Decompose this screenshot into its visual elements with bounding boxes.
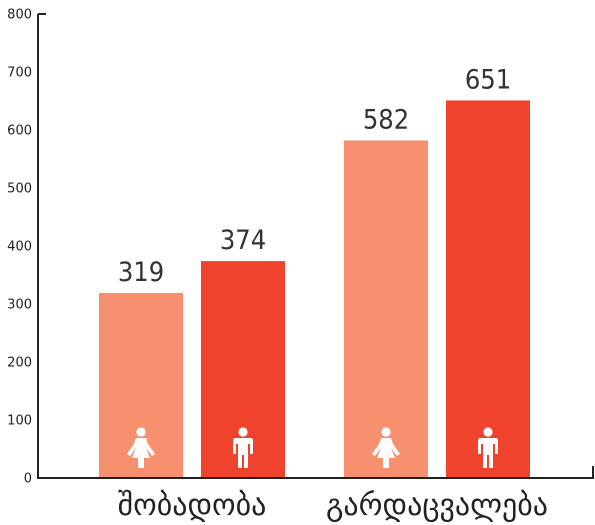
value-label: 582 <box>363 104 409 135</box>
bar <box>446 100 530 479</box>
category-labels: შობადობა გარდაცვალება <box>118 488 548 523</box>
y-tick-label: 600 <box>7 124 32 139</box>
y-tick-label: 800 <box>7 8 32 23</box>
y-tick-label: 400 <box>7 240 32 255</box>
category-label: გარდაცვალება <box>326 488 548 523</box>
bar <box>344 140 428 478</box>
y-axis-ticks: 0 100 200 300 400 500 600 700 800 <box>7 8 32 487</box>
y-tick-label: 300 <box>7 298 32 313</box>
y-tick-label: 0 <box>24 472 32 487</box>
category-label: შობადობა <box>118 488 267 523</box>
y-tick-label: 700 <box>7 66 32 81</box>
bars <box>99 100 530 479</box>
value-label: 374 <box>220 225 266 256</box>
value-label: 651 <box>465 64 511 95</box>
value-labels: 319 374 582 651 <box>118 64 511 288</box>
y-tick-label: 100 <box>7 414 32 429</box>
y-tick-label: 200 <box>7 356 32 371</box>
value-label: 319 <box>118 257 164 288</box>
y-tick-label: 500 <box>7 182 32 197</box>
